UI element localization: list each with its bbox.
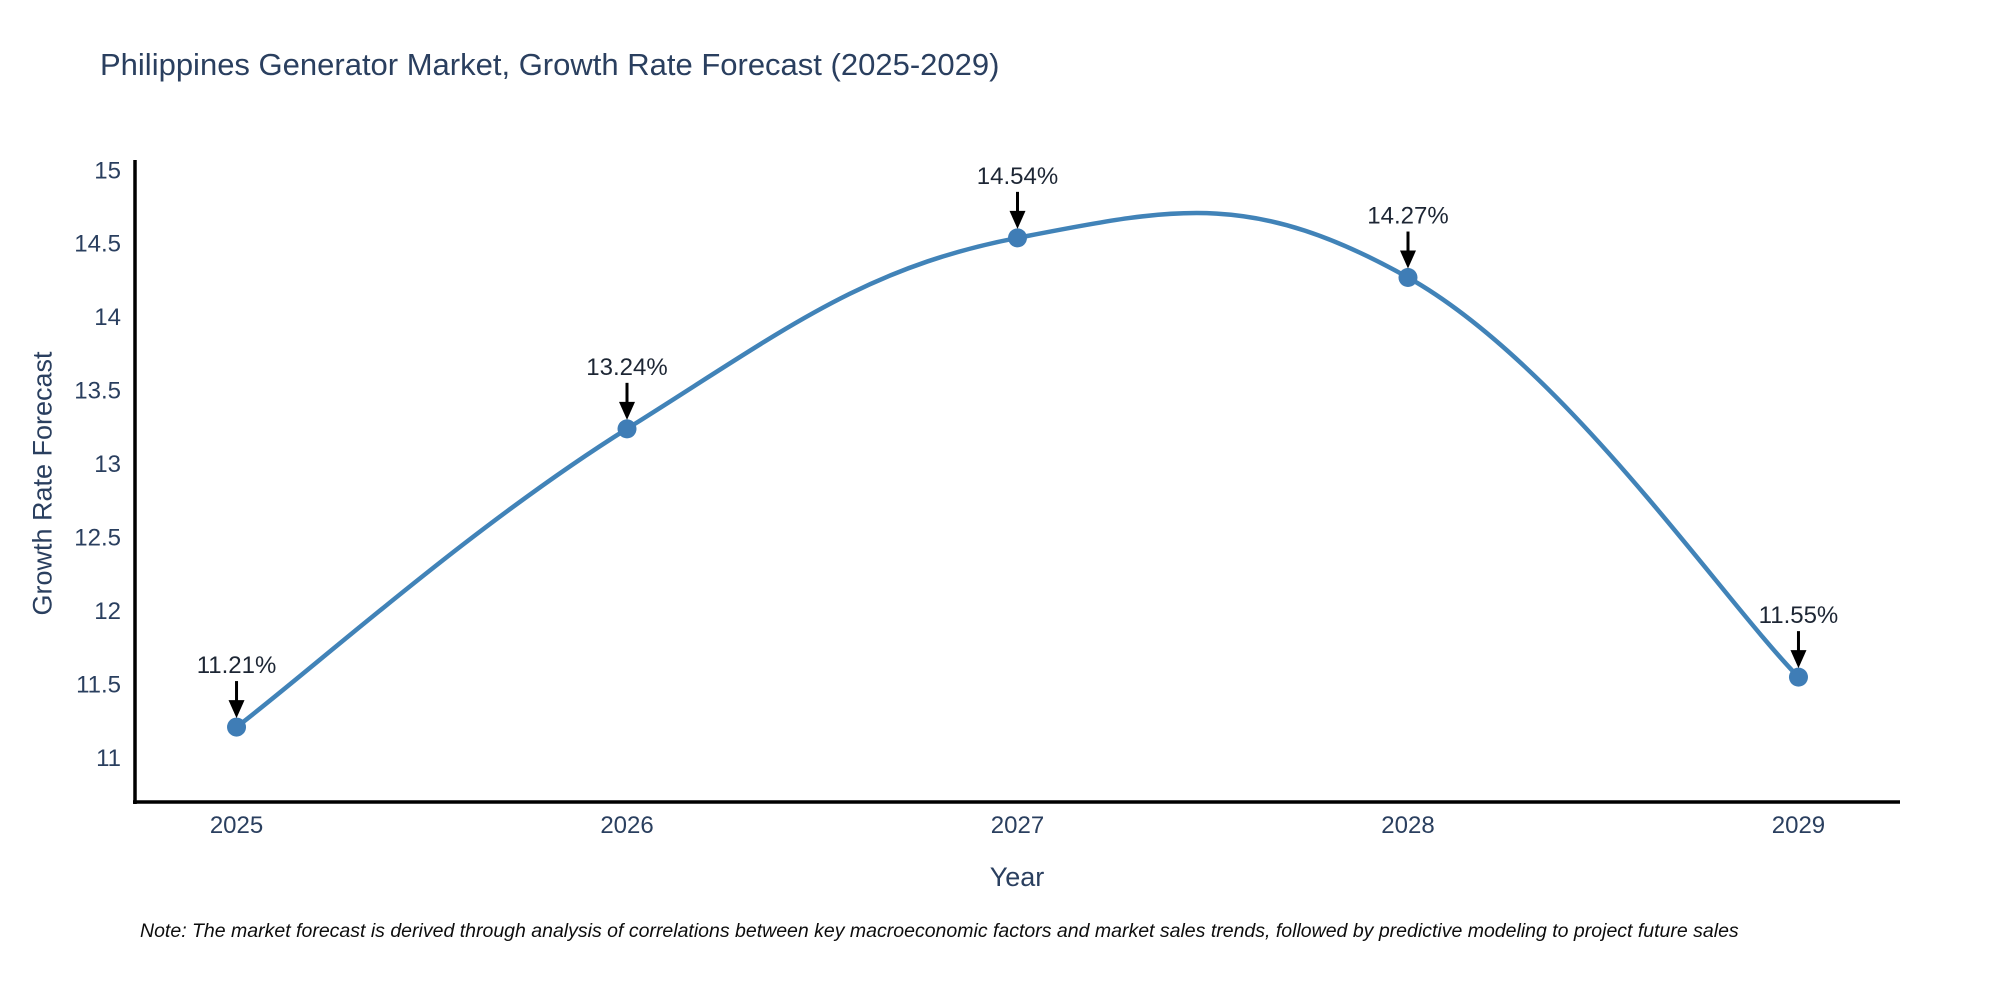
y-tick-label: 13 — [94, 451, 121, 478]
x-tick-label: 2028 — [1381, 812, 1434, 839]
annotation-arrowhead — [1790, 650, 1807, 669]
x-tick-label: 2025 — [210, 812, 263, 839]
y-tick-label: 13.5 — [74, 378, 121, 405]
data-point-2025[interactable] — [227, 717, 247, 737]
y-tick-label: 14.5 — [74, 231, 121, 258]
data-point-2026[interactable] — [617, 419, 637, 439]
x-axis-title: Year — [989, 862, 1045, 892]
y-tick-label: 11 — [96, 745, 121, 772]
data-point-2027[interactable] — [1008, 228, 1027, 248]
footnote: Note: The market forecast is derived thr… — [140, 920, 1739, 942]
annotation-arrowhead — [1009, 210, 1026, 229]
x-tick-label: 2027 — [991, 812, 1044, 839]
data-point-2029[interactable] — [1788, 667, 1808, 687]
annotation-arrowhead — [1399, 250, 1416, 269]
chart-title: Philippines Generator Market, Growth Rat… — [100, 47, 1000, 82]
annotation-label: 13.24% — [586, 354, 667, 381]
growth-rate-spline[interactable] — [234, 210, 1801, 730]
x-tick-label: 2026 — [600, 812, 653, 839]
annotation-label: 11.21% — [197, 652, 277, 679]
annotation-label: 11.55% — [1759, 602, 1839, 629]
annotation-label: 14.54% — [977, 163, 1058, 190]
y-tick-label: 15 — [94, 157, 121, 184]
annotation-label: 14.27% — [1367, 203, 1448, 230]
annotation-arrowhead — [228, 700, 245, 719]
data-point-2028[interactable] — [1398, 268, 1418, 288]
y-tick-label: 11.5 — [76, 671, 121, 698]
y-tick-label: 12.5 — [74, 525, 121, 552]
annotation-arrowhead — [619, 401, 636, 420]
x-tick-label: 2029 — [1772, 812, 1825, 839]
y-tick-label: 12 — [94, 598, 121, 625]
y-tick-label: 14 — [94, 304, 121, 331]
